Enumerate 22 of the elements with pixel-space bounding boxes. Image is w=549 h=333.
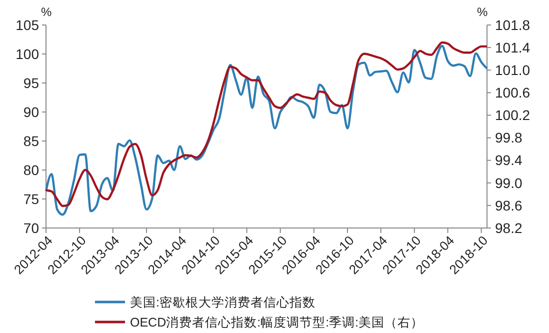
y2-tick-label: 99.8 (495, 130, 522, 146)
y-tick-label: 80 (23, 162, 40, 178)
y-tick-label: 90 (23, 104, 40, 120)
y2-tick-label: 100.6 (495, 84, 530, 101)
y2-tick-label: 99.4 (495, 152, 522, 168)
y-axis-title: % (41, 5, 52, 19)
y-tick-label: 105 (16, 16, 40, 33)
y-tick-label: 70 (23, 220, 40, 236)
y2-tick-label: 99.0 (495, 174, 522, 191)
y2-tick-label: 100.2 (495, 107, 530, 124)
y2-axis-title: % (477, 5, 488, 19)
y2-tick-label: 101.0 (495, 62, 530, 78)
y2-tick-label: 98.6 (495, 197, 522, 214)
y-tick-label: 100 (16, 46, 40, 62)
legend-label: OECD消费者信心指数:幅度调节型:季调:美国（右） (130, 314, 424, 330)
y-tick-label: 95 (23, 74, 40, 91)
y-tick-label: 85 (23, 132, 40, 149)
y2-tick-label: 101.4 (495, 39, 530, 56)
y2-tick-label: 98.2 (495, 220, 522, 236)
y-tick-label: 75 (23, 190, 40, 207)
legend-label: 美国:密歇根大学消费者信心指数 (130, 294, 316, 310)
y2-tick-label: 101.8 (495, 16, 530, 33)
